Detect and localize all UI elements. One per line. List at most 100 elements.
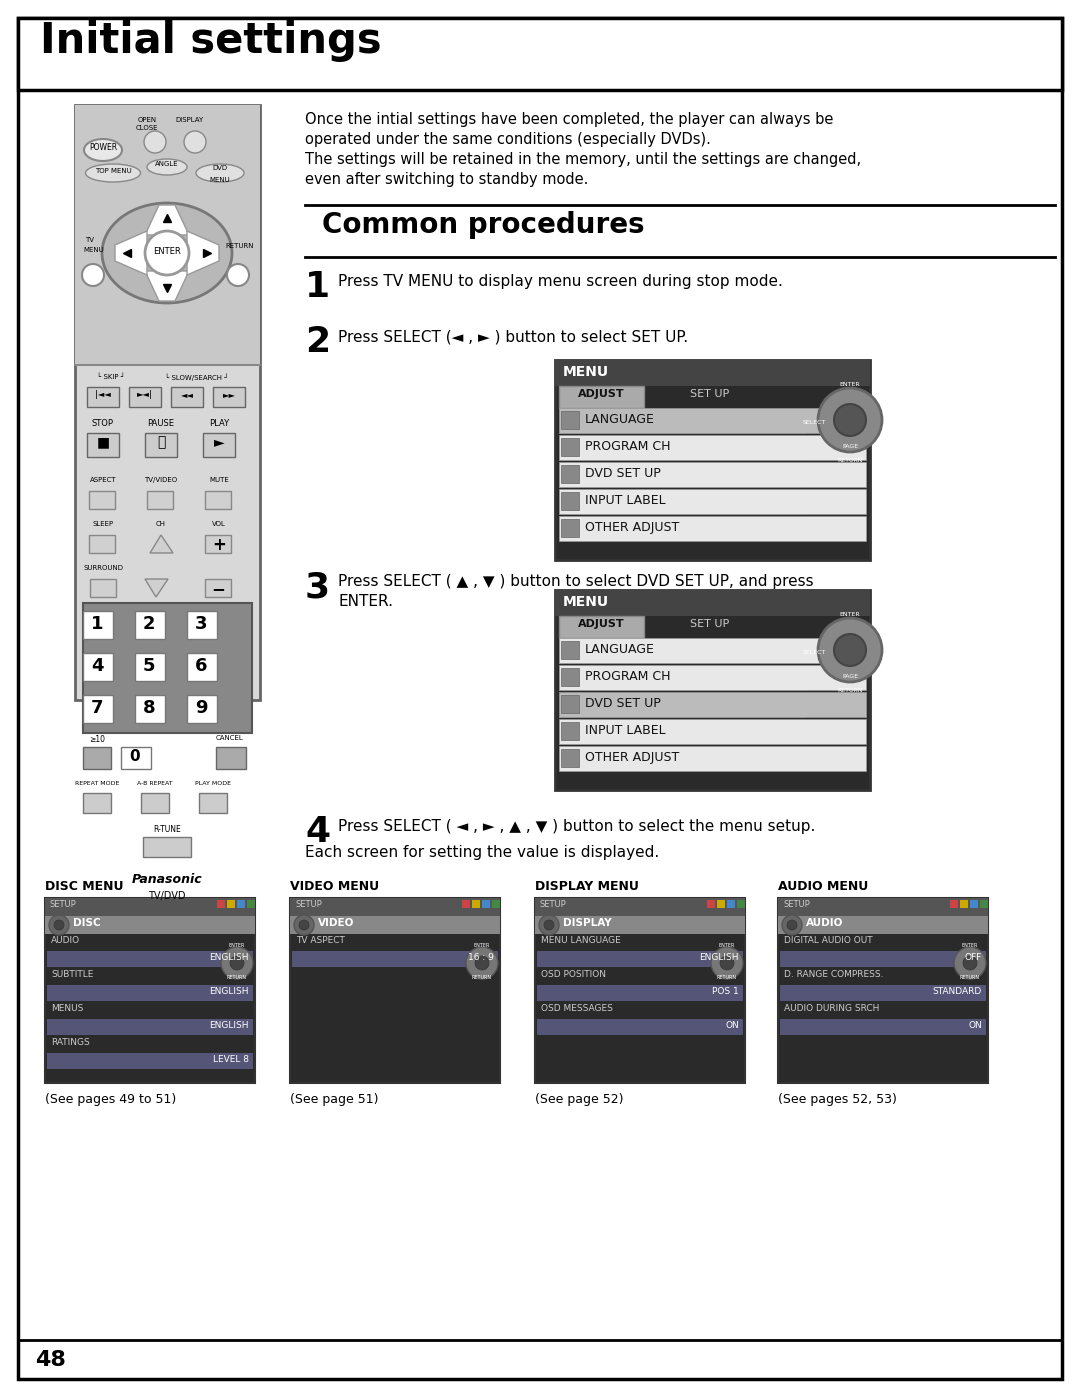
Bar bbox=[462, 900, 470, 908]
Circle shape bbox=[834, 634, 866, 666]
Text: Initial settings: Initial settings bbox=[40, 20, 381, 61]
Text: OSD MESSAGES: OSD MESSAGES bbox=[541, 1004, 612, 1013]
Bar bbox=[217, 900, 225, 908]
Text: (See pages 49 to 51): (See pages 49 to 51) bbox=[45, 1092, 176, 1106]
Bar bbox=[555, 590, 870, 616]
Text: ■: ■ bbox=[96, 434, 109, 448]
Text: LANGUAGE: LANGUAGE bbox=[585, 414, 654, 426]
Circle shape bbox=[299, 921, 309, 930]
Bar bbox=[535, 898, 745, 1083]
Ellipse shape bbox=[102, 203, 232, 303]
Bar bbox=[555, 360, 870, 560]
Bar bbox=[559, 462, 866, 488]
Bar bbox=[187, 694, 217, 724]
Circle shape bbox=[787, 921, 797, 930]
Bar bbox=[559, 408, 866, 433]
Bar bbox=[537, 1018, 743, 1035]
Text: RETURN: RETURN bbox=[227, 975, 247, 981]
Bar bbox=[83, 604, 252, 733]
Text: PLAY: PLAY bbox=[208, 419, 229, 427]
Text: Press TV MENU to display menu screen during stop mode.: Press TV MENU to display menu screen dur… bbox=[338, 274, 783, 289]
Bar bbox=[561, 411, 579, 429]
Bar bbox=[778, 916, 988, 935]
Bar bbox=[950, 900, 958, 908]
Bar bbox=[129, 387, 161, 407]
Circle shape bbox=[818, 617, 882, 682]
Text: ENTER.: ENTER. bbox=[338, 594, 393, 609]
Bar bbox=[145, 433, 177, 457]
Bar bbox=[203, 433, 235, 457]
Circle shape bbox=[544, 921, 554, 930]
Text: VIDEO MENU: VIDEO MENU bbox=[291, 880, 379, 893]
Text: 16 : 9: 16 : 9 bbox=[468, 953, 494, 963]
Text: ENTER: ENTER bbox=[474, 943, 490, 949]
Text: 8: 8 bbox=[143, 698, 156, 717]
Polygon shape bbox=[145, 578, 168, 597]
Text: MENUS: MENUS bbox=[51, 1004, 83, 1013]
Text: VIDEO: VIDEO bbox=[318, 918, 354, 928]
Text: Press SELECT ( ▲ , ▼ ) button to select DVD SET UP, and press: Press SELECT ( ▲ , ▼ ) button to select … bbox=[338, 574, 813, 590]
Circle shape bbox=[230, 956, 244, 970]
Text: RATINGS: RATINGS bbox=[51, 1038, 90, 1046]
Text: DVD SET UP: DVD SET UP bbox=[585, 697, 661, 710]
Text: MENU: MENU bbox=[83, 247, 104, 253]
Text: +: + bbox=[212, 536, 226, 555]
Text: PAGE: PAGE bbox=[842, 673, 859, 679]
Bar bbox=[482, 900, 490, 908]
Polygon shape bbox=[114, 231, 147, 275]
Text: └ SLOW/SEARCH ┘: └ SLOW/SEARCH ┘ bbox=[165, 373, 229, 380]
Bar bbox=[561, 694, 579, 712]
Bar bbox=[559, 746, 866, 771]
Bar bbox=[143, 837, 191, 856]
Circle shape bbox=[294, 915, 314, 935]
Text: AUDIO MENU: AUDIO MENU bbox=[778, 880, 868, 893]
Bar bbox=[561, 668, 579, 686]
Text: PLAY MODE: PLAY MODE bbox=[195, 781, 231, 787]
Text: 1: 1 bbox=[305, 270, 330, 305]
Bar bbox=[559, 489, 866, 514]
Text: ENTER: ENTER bbox=[719, 943, 735, 949]
Circle shape bbox=[145, 231, 189, 275]
Bar bbox=[45, 916, 255, 935]
Text: PAUSE: PAUSE bbox=[148, 419, 175, 427]
Bar bbox=[561, 749, 579, 767]
Text: ENGLISH: ENGLISH bbox=[210, 953, 249, 963]
Text: 2: 2 bbox=[305, 326, 330, 359]
Text: 3: 3 bbox=[305, 570, 330, 604]
Ellipse shape bbox=[195, 163, 244, 182]
Text: ◄◄: ◄◄ bbox=[180, 390, 193, 400]
Polygon shape bbox=[150, 535, 173, 553]
Text: ON: ON bbox=[726, 1021, 739, 1030]
Bar bbox=[780, 951, 986, 967]
Bar bbox=[141, 793, 168, 813]
Text: Common procedures: Common procedures bbox=[322, 211, 645, 239]
Circle shape bbox=[720, 956, 734, 970]
Text: SURROUND: SURROUND bbox=[83, 564, 123, 571]
Circle shape bbox=[227, 264, 249, 286]
Bar bbox=[727, 900, 735, 908]
Bar bbox=[970, 900, 978, 908]
Bar bbox=[213, 387, 245, 407]
Bar bbox=[45, 898, 255, 1083]
Text: ENTER: ENTER bbox=[839, 381, 861, 387]
Bar bbox=[537, 951, 743, 967]
Bar bbox=[199, 793, 227, 813]
Text: LANGUAGE: LANGUAGE bbox=[585, 643, 654, 657]
Circle shape bbox=[144, 131, 166, 154]
Text: 7: 7 bbox=[91, 698, 104, 717]
Text: AUDIO: AUDIO bbox=[51, 936, 80, 944]
Bar bbox=[89, 490, 114, 509]
Text: PROGRAM CH: PROGRAM CH bbox=[585, 440, 671, 453]
Bar bbox=[555, 360, 870, 386]
Bar bbox=[472, 900, 480, 908]
Text: ASPECT: ASPECT bbox=[90, 476, 117, 483]
Bar bbox=[980, 900, 988, 908]
Circle shape bbox=[475, 956, 489, 970]
Text: TV: TV bbox=[85, 237, 94, 243]
Text: D. RANGE COMPRESS.: D. RANGE COMPRESS. bbox=[784, 970, 883, 979]
Bar bbox=[205, 535, 231, 553]
Text: operated under the same conditions (especially DVDs).: operated under the same conditions (espe… bbox=[305, 131, 711, 147]
Bar bbox=[216, 747, 246, 768]
Text: DIGITAL AUDIO OUT: DIGITAL AUDIO OUT bbox=[784, 936, 873, 944]
Bar bbox=[48, 1053, 253, 1069]
